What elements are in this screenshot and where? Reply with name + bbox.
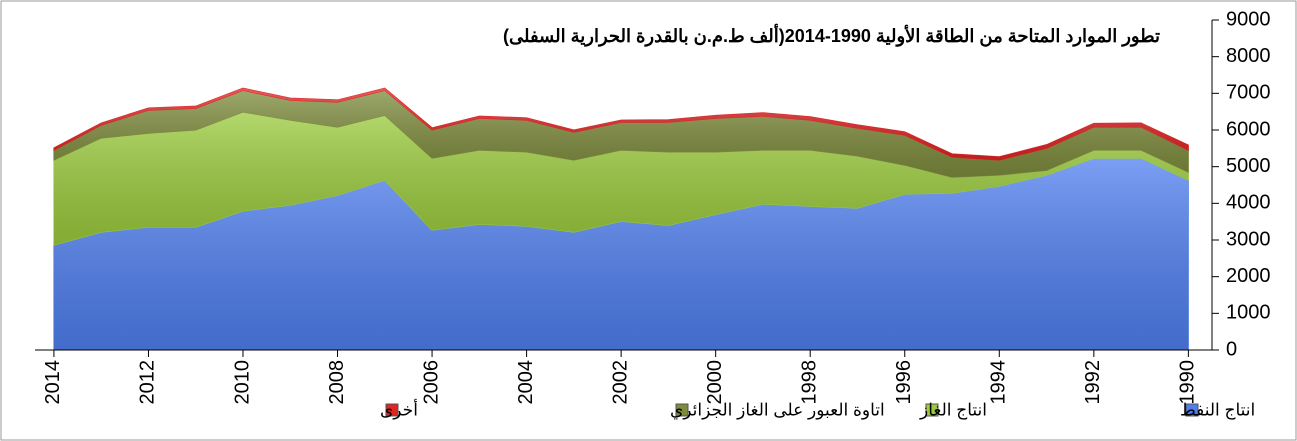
x-tick-label: 2000: [704, 360, 726, 405]
legend-label: اتاوة العبور على الغاز الجزائري: [670, 400, 885, 420]
x-tick-label: 2014: [42, 360, 64, 405]
x-tick-label: 1998: [798, 360, 820, 405]
y-tick-label: 9000: [1226, 8, 1271, 30]
x-tick-label: 2008: [326, 360, 348, 405]
x-tick-label: 1996: [893, 360, 915, 405]
legend-swatch: [385, 403, 399, 417]
y-tick-label: 2000: [1226, 265, 1271, 287]
y-tick-label: 0: [1226, 338, 1237, 360]
y-tick-label: 1000: [1226, 302, 1271, 324]
legend-label: انتاج النفط: [1180, 400, 1255, 420]
x-tick-label: 2012: [137, 360, 159, 405]
legend-swatch: [925, 403, 939, 417]
x-tick-label: 2002: [609, 360, 631, 405]
x-tick-label: 2010: [231, 360, 253, 405]
legend-label: انتاج الغاز: [919, 400, 987, 420]
y-tick-label: 6000: [1226, 118, 1271, 140]
chart-title: تطور الموارد المتاحة من الطاقة الأولية 1…: [503, 26, 1160, 46]
area-shade: [53, 112, 1189, 246]
x-tick-label: 1992: [1082, 360, 1104, 405]
y-tick-label: 7000: [1226, 82, 1271, 104]
x-tick-label: 1994: [988, 360, 1010, 405]
legend-label: أخرى: [380, 398, 418, 420]
y-tick-label: 8000: [1226, 45, 1271, 67]
area-shade: [53, 158, 1189, 350]
legend-swatch: [1185, 403, 1199, 417]
x-tick-label: 1990: [1177, 360, 1199, 405]
y-tick-label: 3000: [1226, 228, 1271, 250]
y-tick-label: 5000: [1226, 155, 1271, 177]
y-tick-label: 4000: [1226, 192, 1271, 214]
x-tick-label: 2004: [515, 360, 537, 405]
area-shade: [53, 90, 1189, 178]
x-tick-label: 2006: [420, 360, 442, 405]
legend-swatch: [675, 403, 689, 417]
